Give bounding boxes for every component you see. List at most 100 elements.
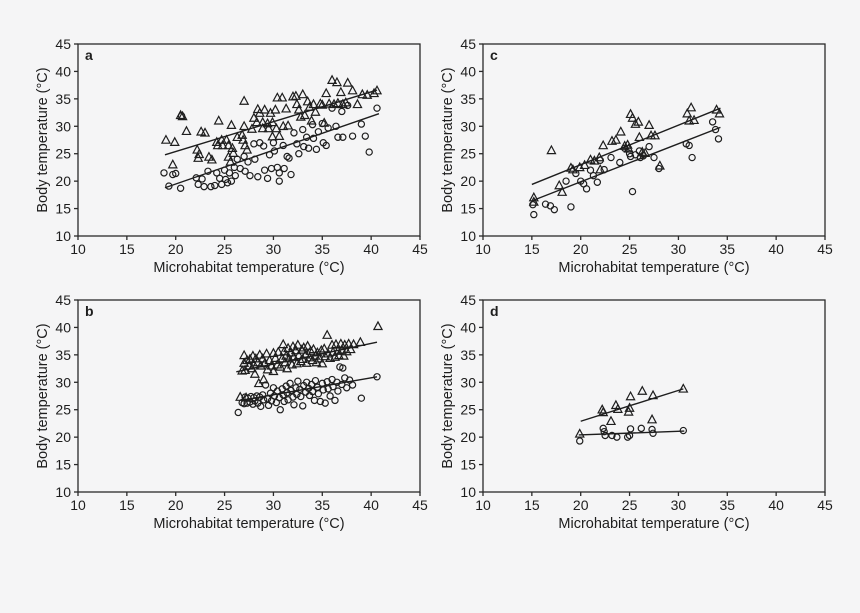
circle-marker bbox=[160, 169, 168, 177]
triangle-marker bbox=[281, 103, 292, 113]
plot-box bbox=[77, 43, 421, 237]
triangle-marker bbox=[627, 112, 638, 122]
circle-marker bbox=[649, 429, 657, 438]
panel-c: 10 15 20 25 30 35 40 45 10 15 20 25 30 35 40 45 Microhab… bbox=[440, 36, 833, 276]
triangle-marker bbox=[644, 119, 655, 129]
triangle-marker bbox=[348, 338, 359, 349]
y-tick-label: 35 bbox=[460, 347, 476, 363]
circle-marker bbox=[251, 155, 259, 163]
y-tick-label: 30 bbox=[55, 118, 71, 134]
x-tick-label: 40 bbox=[363, 241, 379, 257]
triangle-marker bbox=[295, 111, 306, 121]
triangle-marker bbox=[336, 344, 347, 354]
circle-marker bbox=[637, 424, 645, 433]
y-tick-label: 45 bbox=[55, 292, 71, 308]
circle-marker bbox=[307, 380, 316, 389]
triangle-marker bbox=[310, 106, 321, 116]
circle-marker bbox=[269, 384, 278, 392]
triangle-marker bbox=[298, 342, 309, 352]
circle-marker bbox=[314, 390, 323, 398]
triangle-marker bbox=[226, 119, 237, 129]
circle-marker bbox=[562, 177, 570, 185]
panel-a: 10 15 20 25 30 35 40 45 10 15 20 25 30 35 40 45 Microhab… bbox=[35, 36, 428, 276]
open-triangles-regression-line bbox=[580, 388, 684, 422]
circle-marker bbox=[312, 145, 321, 154]
circle-marker bbox=[600, 165, 608, 174]
y-tick-label: 35 bbox=[55, 91, 71, 107]
circle-marker bbox=[599, 424, 607, 433]
triangle-marker bbox=[714, 108, 725, 118]
circle-marker bbox=[708, 118, 717, 126]
circle-marker bbox=[620, 144, 629, 152]
y-tick-label: 20 bbox=[460, 429, 476, 445]
y-tick-label: 25 bbox=[55, 402, 71, 418]
circle-marker bbox=[567, 203, 575, 211]
triangle-marker bbox=[557, 186, 568, 196]
circle-marker bbox=[586, 166, 595, 174]
x-tick-label: 25 bbox=[217, 497, 233, 513]
triangle-marker bbox=[248, 359, 259, 369]
triangle-marker bbox=[266, 360, 277, 370]
x-tick-label: 45 bbox=[817, 497, 833, 513]
triangle-marker bbox=[321, 87, 332, 98]
circle-marker bbox=[215, 174, 224, 183]
circle-marker bbox=[550, 205, 559, 214]
circle-marker bbox=[165, 182, 173, 190]
triangle-marker bbox=[181, 125, 192, 136]
circle-marker bbox=[283, 389, 291, 397]
open-circles-regression-line bbox=[531, 126, 721, 202]
panel-b: 10 15 20 25 30 35 40 45 10 15 20 25 30 35 40 45 Microhab… bbox=[35, 292, 428, 532]
circle-marker bbox=[645, 142, 653, 151]
triangle-marker bbox=[678, 383, 689, 393]
triangle-marker bbox=[623, 143, 634, 153]
triangle-marker bbox=[368, 87, 380, 98]
triangle-marker bbox=[615, 126, 626, 136]
triangle-marker bbox=[297, 88, 308, 99]
y-tick-label: 20 bbox=[55, 429, 71, 445]
circle-marker bbox=[244, 158, 252, 166]
triangle-marker bbox=[606, 135, 618, 145]
x-tick-label: 20 bbox=[573, 241, 589, 257]
triangle-marker bbox=[238, 134, 249, 144]
triangle-marker bbox=[277, 353, 288, 363]
circle-marker bbox=[254, 173, 262, 181]
triangle-marker bbox=[711, 104, 722, 114]
circle-marker bbox=[318, 119, 326, 128]
y-tick-label: 25 bbox=[460, 402, 476, 418]
circle-marker bbox=[596, 156, 604, 164]
circle-marker bbox=[328, 104, 336, 112]
x-tick-label: 35 bbox=[719, 241, 735, 257]
triangle-marker bbox=[194, 148, 205, 159]
circle-marker bbox=[324, 124, 332, 132]
triangle-marker bbox=[649, 129, 661, 140]
circle-marker bbox=[257, 402, 265, 411]
triangle-marker bbox=[241, 144, 253, 154]
plot-box bbox=[482, 299, 826, 493]
triangle-marker bbox=[347, 84, 358, 95]
triangle-marker bbox=[339, 339, 350, 349]
triangle-marker bbox=[331, 76, 343, 87]
circle-marker bbox=[240, 152, 248, 161]
triangle-marker bbox=[293, 104, 304, 114]
circle-marker bbox=[285, 154, 293, 162]
circle-marker bbox=[233, 155, 241, 163]
circle-marker bbox=[316, 397, 325, 406]
panel-d: 10 15 20 25 30 35 40 45 10 15 20 25 30 35 40 45 Microhab… bbox=[440, 292, 833, 532]
circle-marker bbox=[357, 120, 366, 128]
circle-marker bbox=[256, 139, 264, 147]
triangle-marker bbox=[332, 97, 344, 108]
triangle-marker bbox=[688, 114, 700, 125]
circle-marker bbox=[234, 408, 242, 417]
circle-marker bbox=[530, 210, 538, 219]
circle-marker bbox=[267, 164, 276, 173]
triangle-marker bbox=[293, 349, 304, 360]
triangle-marker bbox=[357, 88, 368, 99]
circle-marker bbox=[628, 187, 637, 196]
triangle-marker bbox=[308, 343, 319, 354]
y-axis-title: Body temperature (°C) bbox=[440, 67, 456, 212]
triangle-marker bbox=[223, 139, 234, 150]
triangle-marker bbox=[302, 340, 313, 350]
triangle-marker bbox=[206, 154, 217, 164]
y-tick-label: 20 bbox=[460, 173, 476, 189]
circle-marker bbox=[348, 381, 357, 389]
